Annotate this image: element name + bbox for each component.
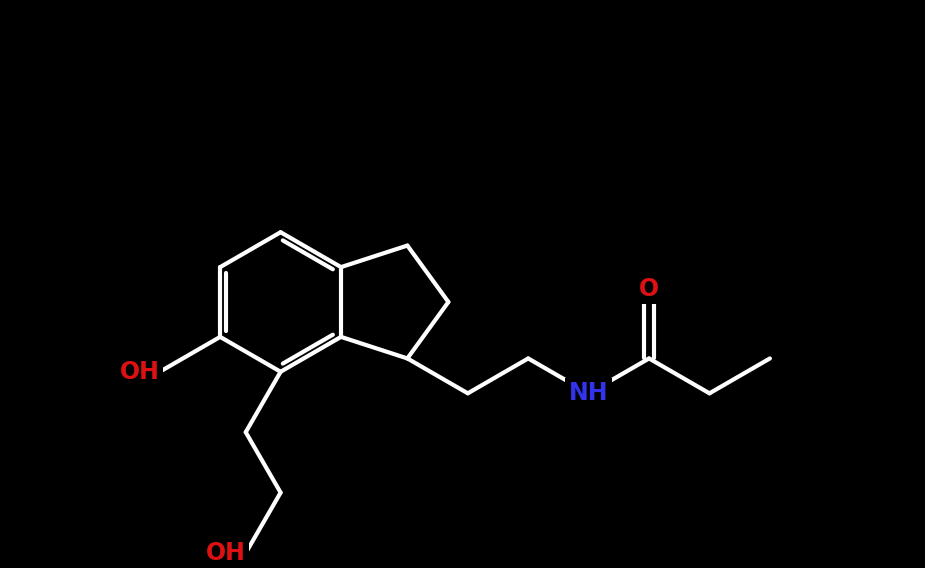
Text: NH: NH [569, 381, 609, 406]
Text: O: O [639, 277, 660, 300]
Text: OH: OH [120, 360, 160, 384]
Text: OH: OH [206, 541, 246, 565]
